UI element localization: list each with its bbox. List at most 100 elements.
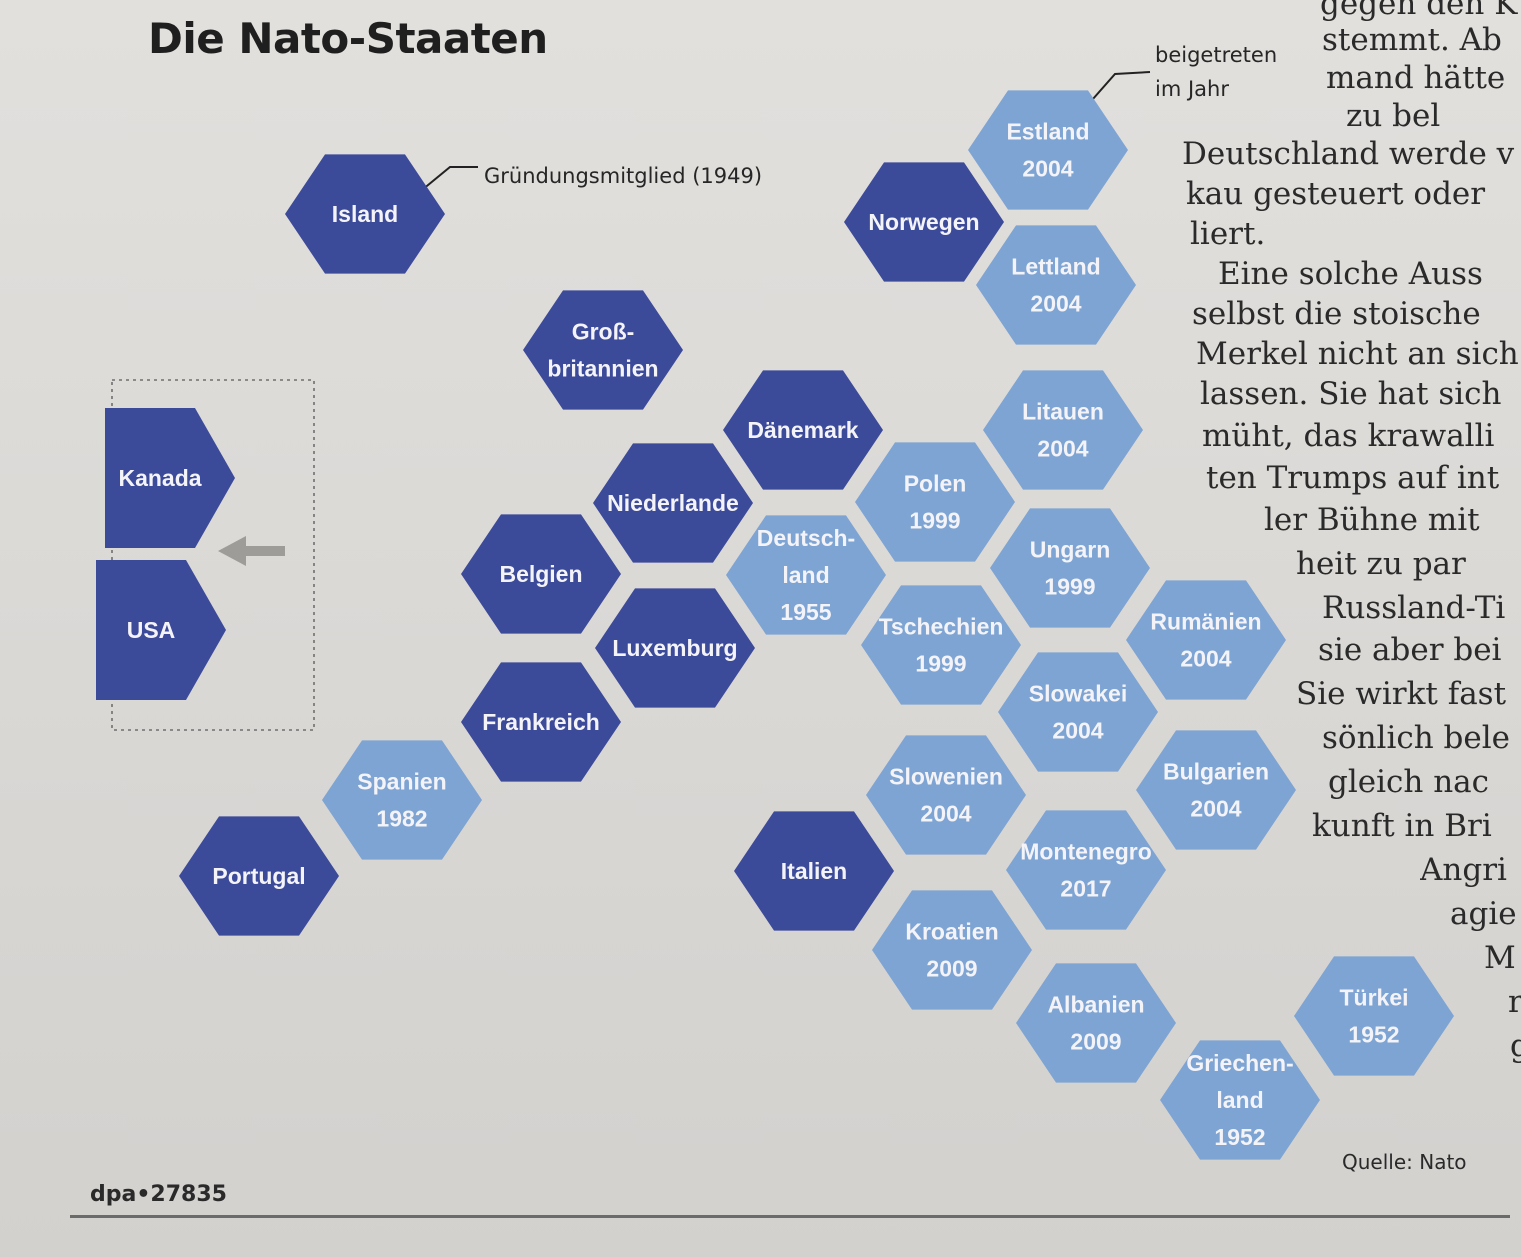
country-label-kroatien2009: Kroatien: [905, 919, 998, 945]
country-montenegro2017: Montenegro 2017: [1006, 810, 1166, 930]
country-label-bulgarien2004: Bulgarien: [1163, 759, 1269, 785]
article-line: kunft in Bri: [1312, 808, 1492, 844]
country-hex-island: [285, 154, 445, 274]
country-hex-albanien2009: [1016, 963, 1176, 1083]
country-albanien2009: Albanien 2009: [1016, 963, 1176, 1083]
country-label-griechenland1952: Griechen-: [1186, 1050, 1293, 1076]
article-line: g: [1510, 1028, 1521, 1064]
country-hex-ungarn1999: [990, 508, 1150, 628]
article-line: Sie wirkt fast: [1296, 676, 1507, 712]
country-hex-kroatien2009: [872, 890, 1032, 1010]
country-hex-griechenland1952: [1160, 1040, 1320, 1160]
article-line: Eine solche Auss: [1218, 256, 1483, 292]
country-estland2004: Estland 2004: [968, 90, 1128, 210]
country-label-griechenland1952: land: [1216, 1087, 1263, 1113]
legend-joined-line1: beigetreten: [1155, 43, 1277, 67]
country-label-spanien1982: Spanien: [357, 769, 446, 795]
country-hex-luxemburg: [595, 588, 755, 708]
country-label-tschechien1999: Tschechien: [879, 614, 1004, 640]
country-hex-niederlande: [593, 443, 753, 563]
article-line: Russland-Ti: [1322, 590, 1506, 626]
country-island: Island: [285, 154, 445, 274]
country-hex-italien: [734, 811, 894, 931]
country-italien: Italien: [734, 811, 894, 931]
country-hex-frankreich: [461, 662, 621, 782]
country-label-dänemark: Dänemark: [747, 417, 858, 443]
country-label-frankreich: Frankreich: [482, 709, 600, 735]
hex-layer: Island NorwegenEstland2004Lettland2004Lit…: [96, 90, 1454, 1160]
country-hex-lettland2004: [976, 225, 1136, 345]
country-label-großbritannien: britannien: [547, 356, 658, 382]
country-großbritannien: Groß-britannien: [523, 290, 683, 410]
article-line: gegen den K: [1320, 0, 1518, 22]
country-hex-slowakei2004: [998, 652, 1158, 772]
country-tschechien1999: Tschechien 1999: [861, 585, 1021, 705]
agency-code: dpa•27835: [90, 1182, 227, 1207]
article-line: Angri: [1420, 852, 1507, 888]
country-label-norwegen: Norwegen: [868, 209, 979, 235]
country-label-slowenien2004: Slowenien: [889, 764, 1003, 790]
country-portugal: Portugal: [179, 816, 339, 936]
country-hex-rumänien2004: [1126, 580, 1286, 700]
country-türkei1952: Türkei 1952: [1294, 956, 1454, 1076]
country-hex-tschechien1999: [861, 585, 1021, 705]
article-line: lassen. Sie hat sich: [1200, 376, 1502, 412]
country-polen1999: Polen 1999: [855, 442, 1015, 562]
article-line: sie aber bei: [1318, 632, 1502, 668]
country-label-deutschland1955: land: [782, 562, 829, 588]
country-hex-usa: [96, 560, 226, 700]
article-line: müht, das krawalli: [1202, 418, 1495, 454]
country-label-litauen2004: 2004: [1037, 436, 1088, 462]
country-griechenland1952: Griechen-land 1952: [1160, 1040, 1320, 1160]
country-hex-dänemark: [723, 370, 883, 490]
country-label-albanien2009: Albanien: [1047, 992, 1144, 1018]
country-label-montenegro2017: 2017: [1060, 876, 1111, 902]
country-hex-polen1999: [855, 442, 1015, 562]
country-hex-slowenien2004: [866, 735, 1026, 855]
country-label-großbritannien: Groß-: [572, 319, 635, 345]
country-label-türkei1952: Türkei: [1339, 985, 1408, 1011]
country-label-spanien1982: 1982: [376, 806, 427, 832]
north-america-box: [111, 379, 315, 731]
country-label-kroatien2009: 2009: [926, 956, 977, 982]
country-label-tschechien1999: 1999: [915, 651, 966, 677]
country-norwegen: Norwegen: [844, 162, 1004, 282]
article-line: ler Bühne mit: [1264, 502, 1480, 538]
country-label-estland2004: Estland: [1006, 119, 1089, 145]
article-line: agie: [1450, 896, 1517, 932]
country-usa: USA: [96, 560, 226, 700]
bottom-rule: [70, 1215, 1510, 1218]
country-label-polen1999: Polen: [904, 471, 967, 497]
article-line: stemmt. Ab: [1322, 22, 1502, 58]
source-credit: Quelle: Nato: [1342, 1150, 1467, 1174]
article-line: M: [1484, 940, 1516, 976]
country-label-griechenland1952: 1952: [1214, 1124, 1265, 1150]
country-niederlande: Niederlande: [593, 443, 753, 563]
legend-joined-line2: im Jahr: [1155, 77, 1229, 101]
country-lettland2004: Lettland 2004: [976, 225, 1136, 345]
country-slowakei2004: Slowakei 2004: [998, 652, 1158, 772]
country-label-bulgarien2004: 2004: [1190, 796, 1241, 822]
country-label-montenegro2017: Montenegro: [1020, 839, 1152, 865]
country-label-slowakei2004: Slowakei: [1029, 681, 1127, 707]
country-frankreich: Frankreich: [461, 662, 621, 782]
country-label-türkei1952: 1952: [1348, 1022, 1399, 1048]
country-hex-belgien: [461, 514, 621, 634]
founding-leader-line: [421, 166, 478, 191]
country-label-island: Island: [332, 201, 398, 227]
article-line: gleich nac: [1328, 764, 1490, 800]
country-hex-bulgarien2004: [1136, 730, 1296, 850]
country-label-kanada: Kanada: [118, 465, 201, 491]
country-bulgarien2004: Bulgarien 2004: [1136, 730, 1296, 850]
country-hex-portugal: [179, 816, 339, 936]
article-line: Merkel nicht an sich: [1196, 336, 1519, 372]
country-label-rumänien2004: 2004: [1180, 646, 1231, 672]
article-line: Deutschland werde v: [1182, 136, 1515, 172]
page-title: Die Nato-Staaten: [148, 14, 548, 63]
country-label-ungarn1999: 1999: [1044, 574, 1095, 600]
country-hex-montenegro2017: [1006, 810, 1166, 930]
joined-leader-line: [1084, 71, 1151, 109]
article-line: sönlich bele: [1322, 720, 1510, 756]
